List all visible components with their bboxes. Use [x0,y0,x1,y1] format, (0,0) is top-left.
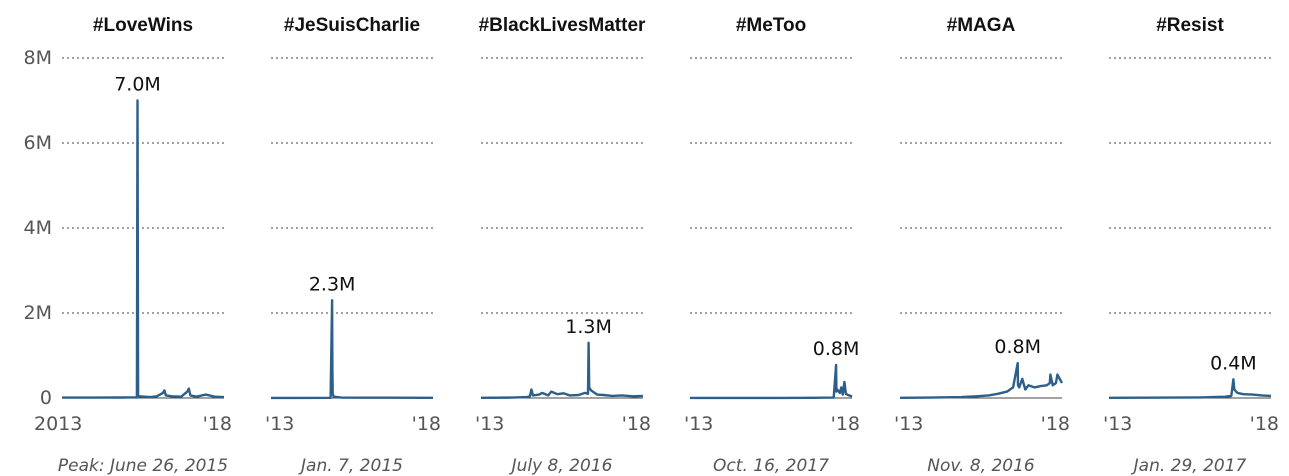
chart-panel: #MeToo 0.8M '13 '18 Oct. 16, 2017 [684,15,860,476]
series-line [690,363,853,400]
peak-date-caption: July 8, 2016 [509,456,613,476]
panel-title: #LoveWins [93,15,193,36]
x-tick-label: '13 [475,413,504,435]
x-tick-label: '18 [412,413,441,435]
peak-date-caption: Jan. 29, 2017 [1131,456,1247,476]
panel-title: #BlackLivesMatter [479,15,646,36]
series-line [62,99,225,399]
peak-label: 2.3M [309,273,356,295]
panel-title: #Resist [1156,15,1224,36]
x-tick-label: '18 [831,413,860,435]
y-axis: 0 2M 4M 6M 8M [24,47,52,409]
chart-panel: #MAGA 0.8M '13 '18 Nov. 8, 2016 [894,15,1070,476]
y-tick-label: 4M [24,217,52,239]
peak-label: 0.4M [1210,352,1257,374]
y-tick-label: 2M [24,302,52,324]
y-tick-label: 8M [24,47,52,69]
panel-title: #JeSuisCharlie [284,15,420,36]
peak-date-caption: Nov. 8, 2016 [927,456,1035,476]
peak-label: 0.8M [994,336,1041,358]
series-line [480,341,644,399]
peak-label: 1.3M [565,316,612,338]
x-tick-label: '18 [1041,413,1070,435]
panel-title: #MAGA [947,15,1016,36]
y-tick-label: 6M [24,132,52,154]
x-tick-label: '13 [684,413,713,435]
x-tick-label: '13 [1103,413,1132,435]
panel-title: #MeToo [736,15,806,36]
series-line [271,299,433,400]
x-tick-label: '18 [622,413,651,435]
x-tick-label: '13 [265,413,294,435]
peak-date-caption: Oct. 16, 2017 [713,456,829,476]
chart-panel: #LoveWins 7.0M 2013 '18 Peak: June 26, 2015 [34,15,232,476]
peak-label: 0.8M [813,338,860,360]
peak-date-caption: Jan. 7, 2015 [298,456,403,476]
series-line [899,361,1064,399]
peak-date-caption: Peak: June 26, 2015 [58,456,228,476]
x-tick-label: '18 [203,413,232,435]
chart-panel: #Resist 0.4M '13 '18 Jan. 29, 2017 [1103,15,1279,476]
x-tick-label: '13 [894,413,923,435]
peak-label: 7.0M [114,74,161,96]
chart-panel: #BlackLivesMatter 1.3M '13 '18 July 8, 2016 [475,15,651,476]
series-line [1108,378,1272,399]
x-tick-label: 2013 [34,413,82,435]
y-tick-label: 0 [40,387,52,409]
x-tick-label: '18 [1250,413,1279,435]
chart-panel: #JeSuisCharlie 2.3M '13 '18 Jan. 7, 2015 [265,15,441,476]
